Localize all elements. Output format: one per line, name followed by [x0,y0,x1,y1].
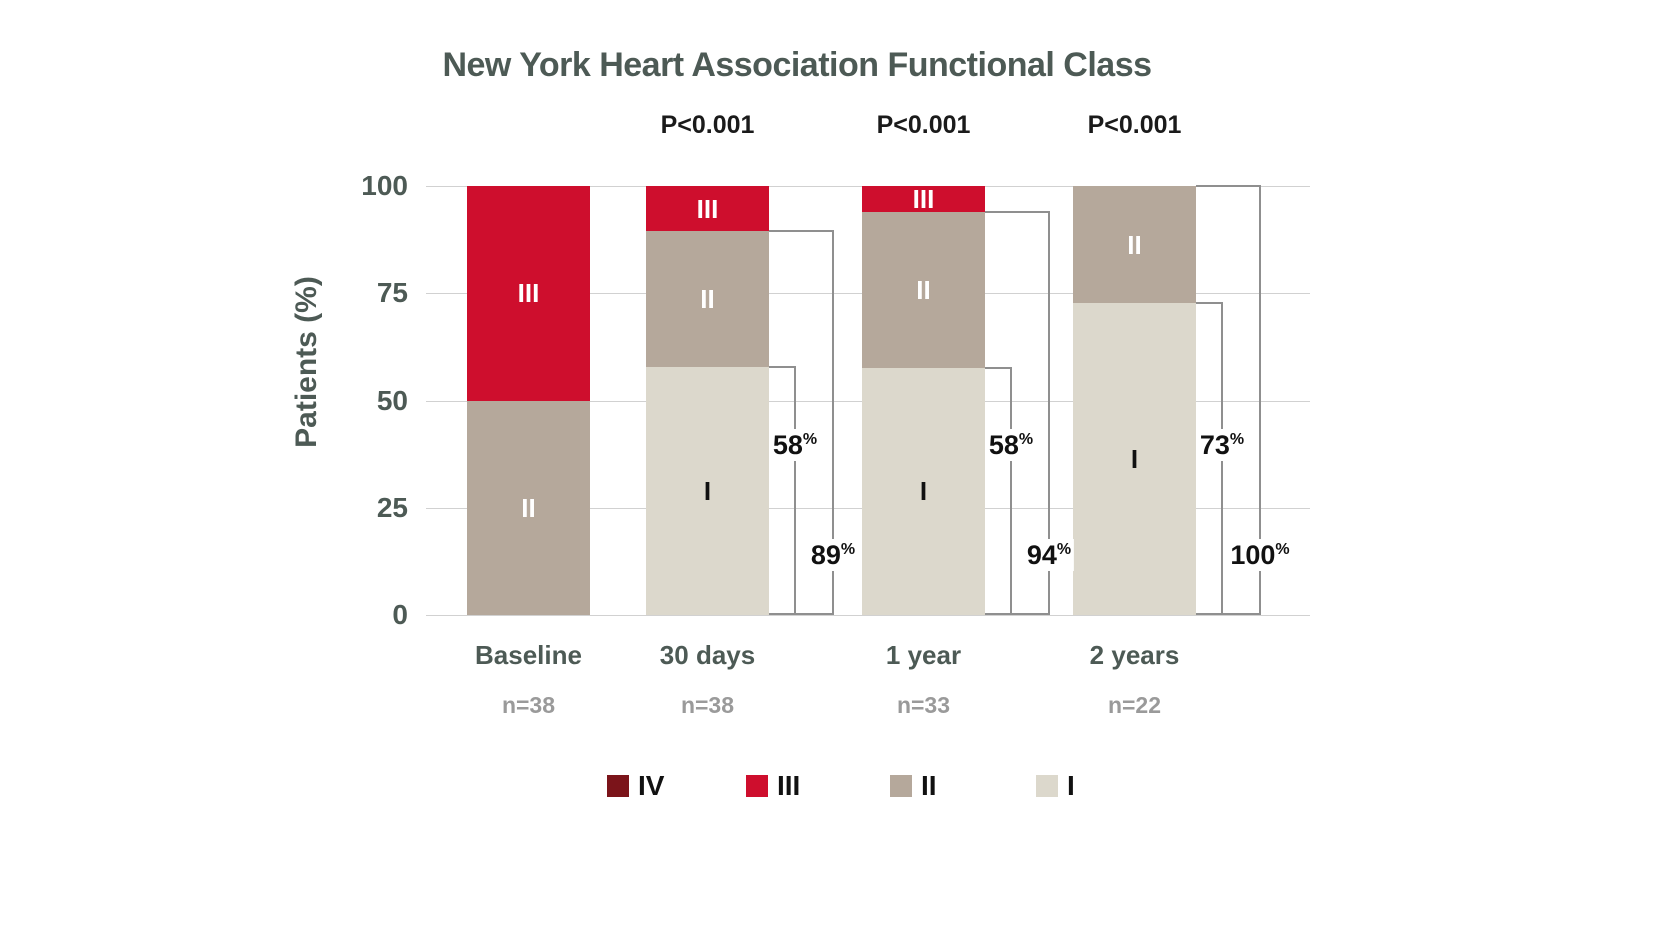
bracket-connector-89 [769,230,834,233]
bracket-connector-58 [769,365,796,368]
bar-segment-label-class-I: I [703,475,712,506]
bracket-foot [1196,613,1261,615]
bar-segment-label-class-III: III [912,184,935,215]
legend-item-class-IV: IV [607,770,665,801]
bracket-line-58 [1010,367,1012,615]
bracket-line-89 [832,231,834,615]
bracket-line-58 [794,366,796,615]
y-tick-label-25: 25 [376,491,408,523]
p-value-label: P<0.001 [660,111,755,139]
bracket-percentage-label: 100% [1227,539,1293,571]
bar-segment-Baseline-class-III [467,186,590,401]
bar-segment-30-days-class-III [646,186,769,232]
bracket-percentage-label: 89% [807,539,859,571]
bar-segment-label-class-II: II [700,283,715,314]
chart-title: New York Heart Association Functional Cl… [442,46,1152,84]
bar-segment-1-year-class-I [862,367,985,615]
legend-swatch-class-II [890,775,912,797]
bar-segment-label-class-I: I [919,476,928,507]
y-tick-label-0: 0 [392,599,408,630]
bracket-connector-100 [1196,185,1261,187]
sample-size-label: n=38 [501,692,556,718]
p-value-label: P<0.001 [1087,111,1182,139]
bar-segment-label-class-II: II [916,275,931,306]
legend-swatch-class-I [1036,775,1058,797]
legend-label-class-III: III [777,770,801,801]
x-tick-label-Baseline: Baseline [475,640,582,670]
bracket-percentage-label: 58% [985,429,1037,461]
bracket-line-94 [1048,212,1050,615]
bracket-line-100 [1259,186,1261,615]
bar-segment-1-year-class-III [862,186,985,213]
bracket-connector-94 [985,211,1050,214]
x-tick-label-30-days: 30 days [659,640,756,670]
bar-segment-2-years-class-II [1073,186,1196,304]
sample-size-label: n=38 [680,692,735,718]
sample-size-label: n=22 [1107,692,1162,718]
bar-segment-label-class-II: II [1127,229,1142,260]
bar-segment-30-days-class-II [646,231,769,367]
bar-segment-label-class-I: I [1130,444,1139,475]
bar-segment-30-days-class-I [646,366,769,615]
bracket-foot [769,613,834,615]
bar-segment-Baseline-class-II [467,400,590,615]
legend-swatch-class-IV [607,775,629,797]
y-tick-label-100: 100 [361,170,408,201]
legend-item-class-III: III [746,770,801,801]
legend-item-class-I: I [1036,770,1075,801]
bar-segment-label-class-III: III [696,193,719,224]
legend-label-class-II: II [921,770,937,801]
bracket-percentage-label: 73% [1196,429,1248,461]
bar-segment-2-years-class-I [1073,303,1196,615]
legend-label-class-I: I [1067,770,1075,801]
bracket-percentage-label: 94% [1023,539,1075,571]
bar-segment-1-year-class-II [862,212,985,368]
bar-segment-label-class-III: III [517,278,540,309]
bracket-foot [985,613,1050,615]
y-tick-label-75: 75 [376,277,408,309]
x-tick-label-1-year: 1 year [885,640,962,670]
bracket-connector-58 [985,366,1012,369]
legend-label-class-IV: IV [638,770,665,801]
y-tick-label-50: 50 [376,384,408,416]
x-tick-label-2-years: 2 years [1089,640,1180,670]
bracket-percentage-label: 58% [769,429,821,461]
bracket-connector-73 [1196,302,1223,305]
legend-swatch-class-III [746,775,768,797]
bar-segment-label-class-II: II [521,492,536,523]
sample-size-label: n=33 [896,692,951,718]
p-value-label: P<0.001 [876,111,971,139]
gridline-0 [426,615,1310,616]
legend-item-class-II: II [890,770,937,801]
